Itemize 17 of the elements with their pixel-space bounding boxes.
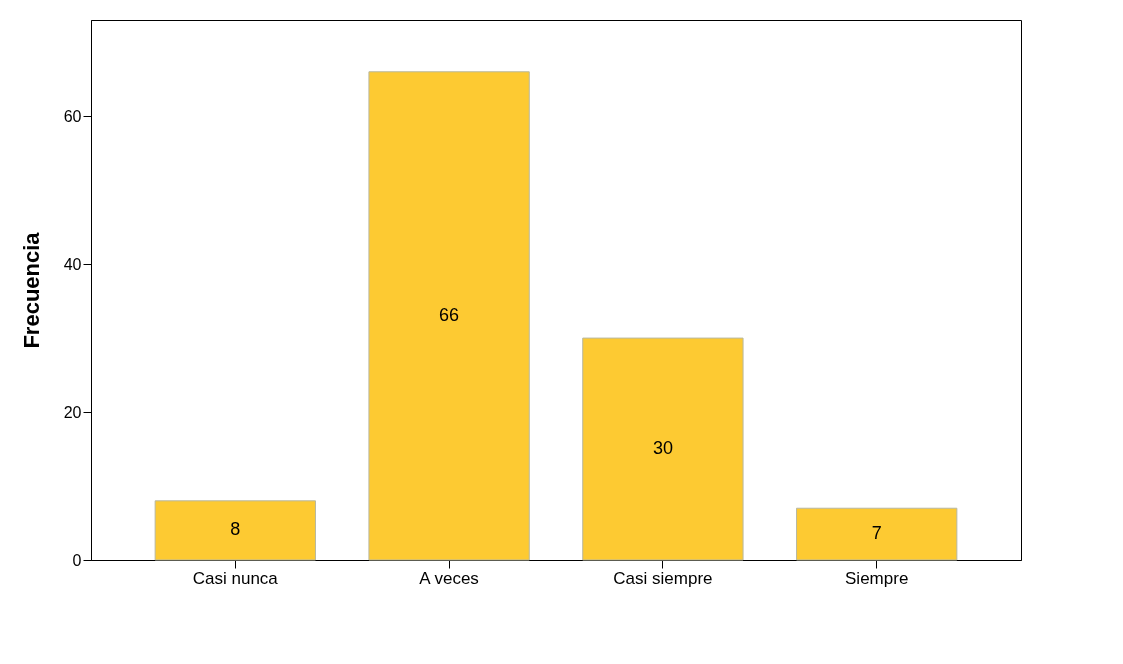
bar: [368, 71, 530, 561]
bar: [154, 500, 316, 561]
data-label: 66: [439, 304, 460, 325]
y-axis-title: Frecuencia: [18, 231, 44, 349]
x-tick-label: Casi siempre: [613, 568, 713, 588]
y-tick-label: 0: [72, 551, 82, 569]
bar: [582, 337, 744, 561]
bar: [796, 507, 958, 561]
data-label: 7: [871, 523, 882, 544]
x-tick-label: Siempre: [845, 568, 909, 588]
x-tick-label: A veces: [419, 568, 479, 588]
y-tick-label: 60: [63, 107, 82, 125]
data-label: 8: [230, 519, 241, 540]
x-tick-label: Casi nunca: [192, 568, 279, 588]
y-tick-label: 40: [63, 255, 82, 273]
data-label: 30: [652, 438, 673, 459]
y-tick-label: 20: [63, 403, 82, 421]
